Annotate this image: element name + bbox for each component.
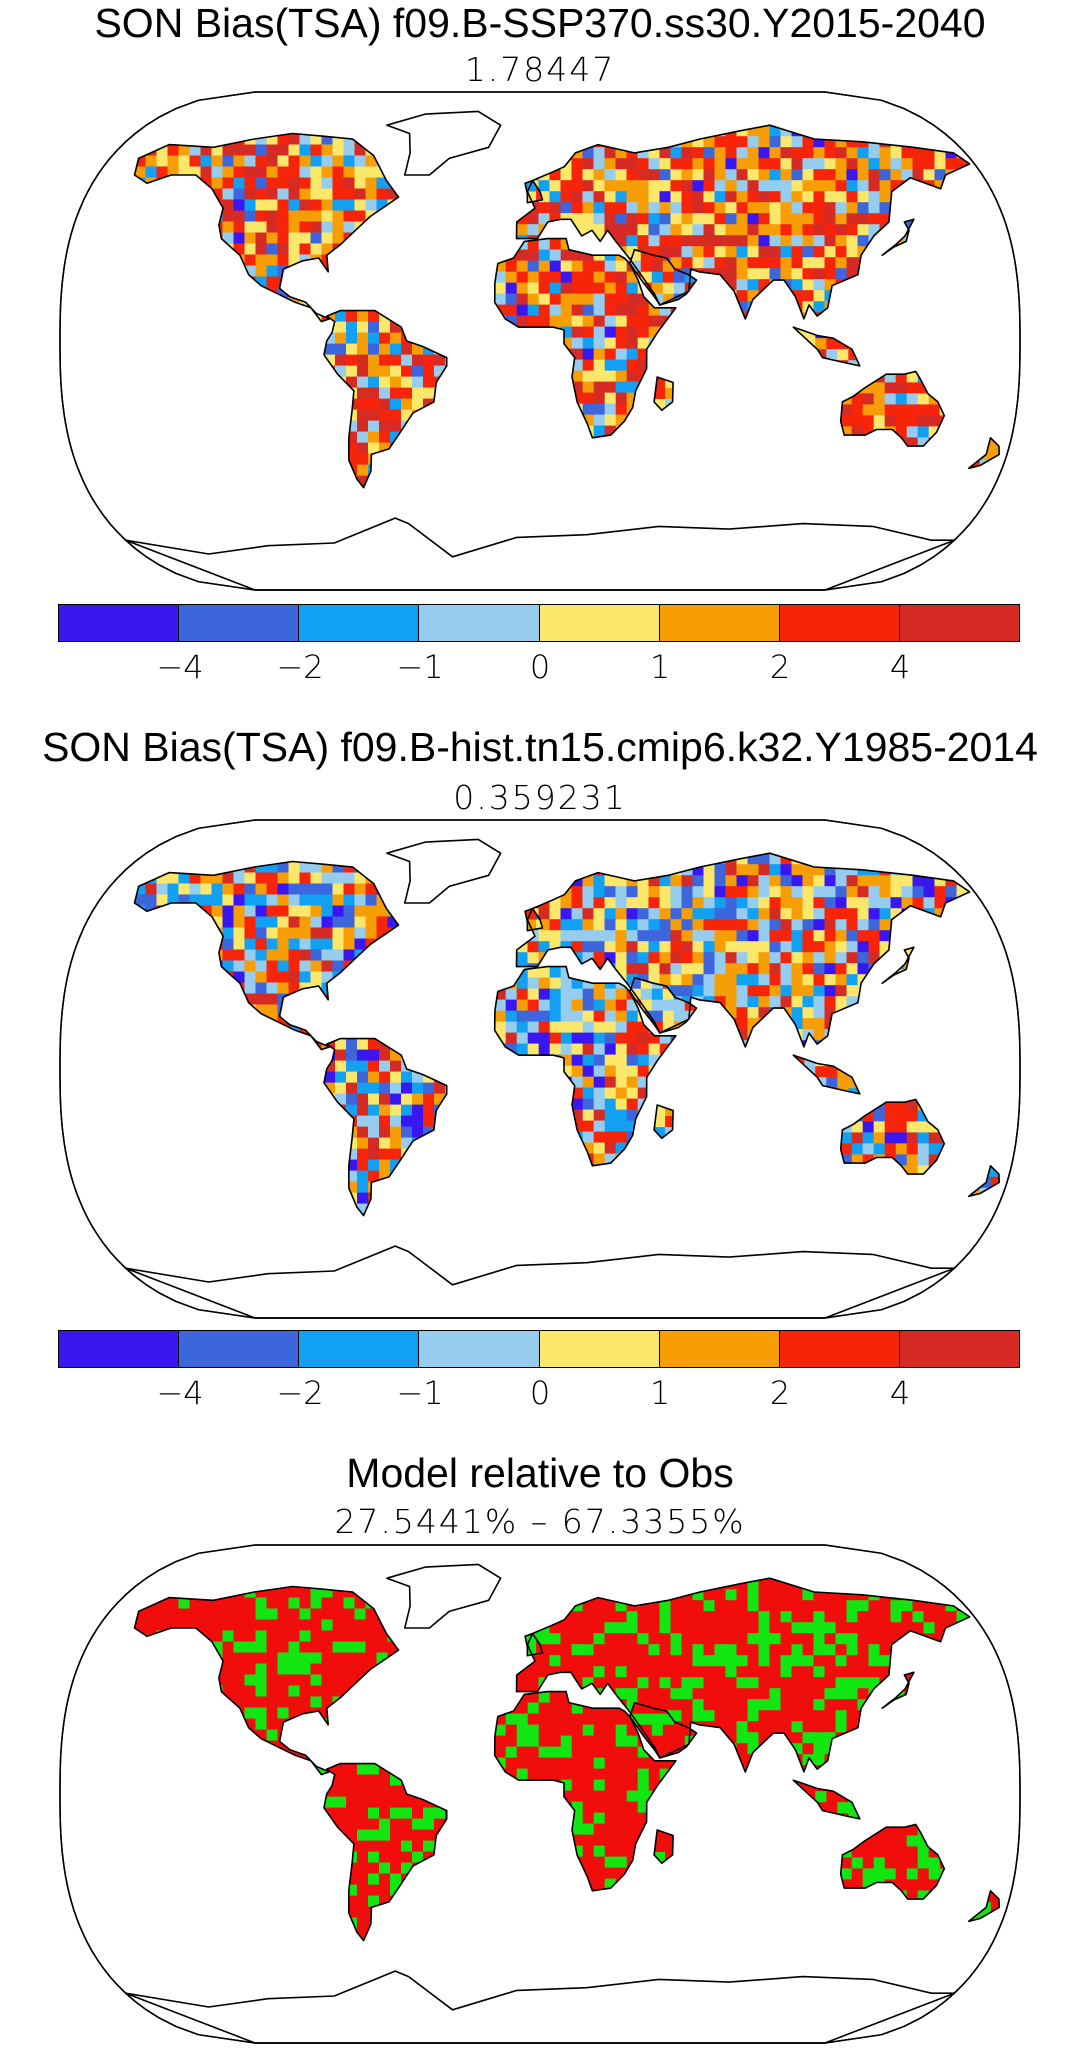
colorbar-1 [58,604,1020,642]
colorbar-tick-label: −4 [156,1374,204,1412]
colorbar-swatch [179,605,300,641]
panel2-map [59,819,1021,1319]
colorbar-swatch [779,605,900,641]
colorbar-tick-label: 1 [649,1374,671,1412]
coastline-arabia [629,248,698,306]
coastline-indonesia [792,1779,861,1820]
coastline-japan [881,1671,915,1709]
colorbar-swatch [779,1331,900,1367]
colorbar-2 [58,1330,1020,1368]
coastline-uk [524,179,544,204]
colorbar-tick-label: −2 [276,1374,324,1412]
colorbar-swatch [59,1331,180,1367]
colorbar-swatch [899,1331,1019,1367]
colorbar-tick-label: 2 [769,1374,791,1412]
colorbar-swatch [419,1331,540,1367]
panel2-title: SON Bias(TSA) f09.B-hist.tn15.cmip6.k32.… [42,724,1038,770]
colorbar-swatch [539,605,660,641]
coastline-namerica [133,1585,400,1776]
coastline-greenland [386,838,502,904]
coastline-indonesia [792,326,861,367]
coastline-madagascar [653,376,674,411]
coastline-newzealand [968,437,1000,470]
colorbar-tick-label: 4 [889,1374,911,1412]
coastline-madagascar [653,1829,674,1864]
coastline-greenland [386,1563,502,1629]
coastline-greenland [386,110,502,176]
coastline-africa [493,237,677,439]
coastline-uk [524,907,544,932]
coastline-africa [493,965,677,1167]
coastline-australia [839,370,946,447]
coastline-arabia [629,976,698,1034]
panel1-global-mean: 1.78447 [464,50,616,89]
colorbar-tick-label: 1 [649,648,671,686]
coastline-namerica [133,860,400,1051]
colorbar-tick-label: 0 [529,648,551,686]
coastline-eurasia [515,124,971,320]
colorbar-tick-label: 0 [529,1374,551,1412]
coastline-samerica [323,309,448,489]
coastline-antarctica [124,1970,956,2044]
coastline-arabia [629,1701,698,1759]
colorbar-swatch [539,1331,660,1367]
coastline-namerica [133,132,400,323]
colorbar-tick-label: −2 [276,648,324,686]
panel1-title: SON Bias(TSA) f09.B-SSP370.ss30.Y2015-20… [94,0,986,46]
colorbar-swatch [299,1331,420,1367]
colorbar-swatch [299,605,420,641]
colorbar-tick-label: −1 [396,648,444,686]
colorbar-tick-label: −1 [396,1374,444,1412]
panel3-percent-range: 27.5441% – 67.3355% [334,1502,746,1541]
coastline-australia [839,1098,946,1175]
panel1-map [59,91,1021,591]
coastline-antarctica [124,1245,956,1319]
colorbar-swatch [659,605,780,641]
colorbar-2-labels: −4 −2 −1 0 1 2 4 [0,1374,1080,1414]
coastline-uk [524,1632,544,1657]
colorbar-tick-label: 4 [889,648,911,686]
panel3-title: Model relative to Obs [346,1450,734,1496]
colorbar-swatch [659,1331,780,1367]
coastline-samerica [323,1037,448,1217]
coastline-australia [839,1823,946,1900]
colorbar-tick-label: −4 [156,648,204,686]
coastline-japan [881,218,915,256]
coastline-madagascar [653,1104,674,1139]
coastline-africa [493,1690,677,1892]
coastline-samerica [323,1762,448,1942]
colorbar-swatch [899,605,1019,641]
coastline-japan [881,946,915,984]
colorbar-swatch [179,1331,300,1367]
coastline-indonesia [792,1054,861,1095]
panel3-map [59,1544,1021,2044]
coastline-newzealand [968,1890,1000,1923]
coastline-eurasia [515,1577,971,1773]
colorbar-swatch [59,605,180,641]
coastline-eurasia [515,852,971,1048]
colorbar-swatch [419,605,540,641]
colorbar-tick-label: 2 [769,648,791,686]
coastline-antarctica [124,517,956,591]
coastline-newzealand [968,1165,1000,1198]
colorbar-1-labels: −4 −2 −1 0 1 2 4 [0,648,1080,688]
panel2-global-mean: 0.359231 [453,778,627,817]
